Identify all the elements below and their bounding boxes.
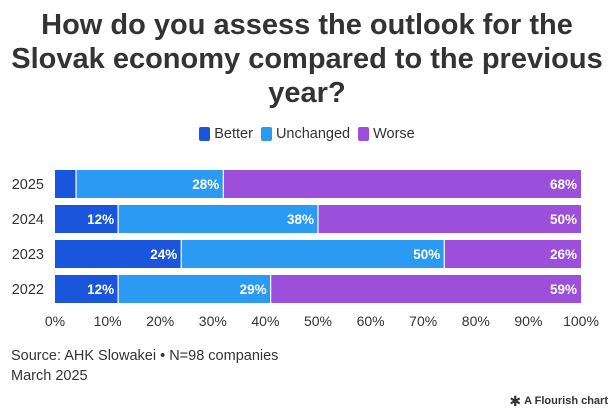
chart-footer: Source: AHK Slowakei • N=98 companies Ma… — [11, 347, 278, 386]
chart-title-line-2: Slovak economy compared to the previous — [11, 43, 603, 75]
legend-swatch-worse — [358, 127, 370, 141]
data-label-unchanged-2023: 50% — [413, 247, 440, 262]
data-label-worse-2024: 50% — [550, 212, 577, 227]
legend-label-better: Better — [214, 126, 253, 142]
category-label-2023: 2023 — [12, 247, 44, 263]
bar-better-2025[interactable] — [55, 170, 77, 198]
bar-unchanged-2022[interactable] — [118, 275, 271, 303]
data-label-worse-2023: 26% — [550, 247, 577, 262]
flourish-credit-label: A Flourish chart — [524, 395, 608, 407]
legend-label-unchanged: Unchanged — [275, 126, 351, 142]
flourish-star-icon: ✱ — [509, 393, 522, 409]
bar-worse-2025[interactable] — [223, 170, 581, 198]
legend-swatch-better — [199, 127, 211, 141]
x-tick-label: 80% — [462, 313, 490, 329]
x-tick-label: 10% — [94, 313, 122, 329]
bar-unchanged-2023[interactable] — [181, 240, 445, 268]
data-label-better-2022: 12% — [87, 282, 114, 297]
x-tick-label: 0% — [45, 313, 65, 329]
chart-title: How do you assess the outlook for the Sl… — [0, 8, 614, 110]
data-label-unchanged-2022: 29% — [240, 282, 267, 297]
legend-item-better[interactable]: Better — [199, 126, 253, 142]
bar-worse-2024[interactable] — [318, 205, 581, 233]
bar-worse-2022[interactable] — [270, 275, 581, 303]
x-tick-label: 90% — [514, 313, 542, 329]
chart-legend: Better Unchanged Worse — [0, 126, 614, 142]
bar-worse-2023[interactable] — [444, 240, 581, 268]
source-note: Source: AHK Slowakei • N=98 companies — [11, 348, 279, 364]
data-label-better-2023: 24% — [150, 247, 177, 262]
x-tick-label: 30% — [199, 313, 227, 329]
data-label-unchanged-2024: 38% — [287, 212, 314, 227]
legend-item-unchanged[interactable]: Unchanged — [260, 126, 351, 142]
stacked-bar-chart: 2025 28% 68% 2024 12% 38% 50% 2023 24% 50% 26% 2022… — [12, 170, 599, 329]
bar-unchanged-2024[interactable] — [118, 205, 319, 233]
bar-better-2022[interactable] — [55, 275, 119, 303]
x-tick-label: 100% — [563, 313, 599, 329]
x-tick-label: 40% — [251, 313, 279, 329]
data-label-worse-2025: 68% — [550, 177, 577, 192]
legend-swatch-unchanged — [260, 127, 272, 141]
x-tick-label: 50% — [304, 313, 332, 329]
legend-item-worse[interactable]: Worse — [358, 126, 415, 142]
category-label-2024: 2024 — [12, 212, 44, 228]
chart-title-line-1: How do you assess the outlook for the — [41, 9, 573, 41]
flourish-credit[interactable]: ✱ A Flourish chart — [509, 394, 608, 408]
x-tick-label: 70% — [409, 313, 437, 329]
legend-label-worse: Worse — [373, 126, 415, 142]
data-label-unchanged-2025: 28% — [192, 177, 219, 192]
data-label-better-2024: 12% — [87, 212, 114, 227]
date-note: March 2025 — [11, 367, 88, 384]
data-label-worse-2022: 59% — [550, 282, 577, 297]
x-tick-label: 60% — [357, 313, 385, 329]
bar-unchanged-2025[interactable] — [76, 170, 224, 198]
bar-better-2023[interactable] — [55, 240, 182, 268]
x-tick-label: 20% — [146, 313, 174, 329]
category-label-2022: 2022 — [12, 282, 44, 298]
bar-better-2024[interactable] — [55, 205, 119, 233]
chart-title-line-3: year? — [268, 77, 346, 109]
category-label-2025: 2025 — [12, 177, 44, 193]
